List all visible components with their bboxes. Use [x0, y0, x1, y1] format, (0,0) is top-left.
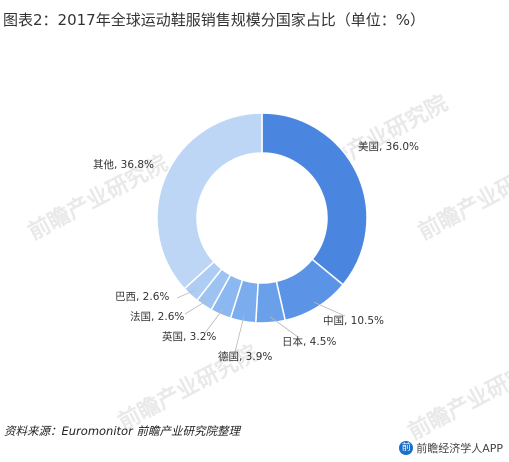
- leader-line-日本: [269, 316, 299, 338]
- leader-line-英国: [204, 308, 224, 334]
- brand-footer: 前 前瞻经济学人APP: [399, 440, 503, 456]
- data-label-日本: 日本, 4.5%: [282, 335, 336, 348]
- leader-line-巴西: [176, 290, 195, 299]
- leader-line-德国: [234, 315, 245, 353]
- data-label-法国: 法国, 2.6%: [130, 310, 184, 323]
- source-note: 资料来源：Euromonitor 前瞻产业研究院整理: [4, 424, 240, 438]
- data-label-巴西: 巴西, 2.6%: [115, 291, 169, 303]
- brand-logo-icon: 前: [399, 441, 414, 455]
- leader-line-中国: [313, 301, 346, 317]
- slice-美国: [261, 112, 368, 286]
- slices-group: [156, 112, 368, 324]
- data-label-其他: 其他, 36.8%: [93, 158, 154, 171]
- data-label-中国: 中国, 10.5%: [323, 314, 384, 327]
- data-label-德国: 德国, 3.9%: [218, 350, 272, 363]
- slice-其他: [156, 112, 263, 290]
- data-label-英国: 英国, 3.2%: [162, 330, 216, 343]
- data-label-美国: 美国, 36.0%: [358, 140, 419, 153]
- leader-lines-group: [176, 290, 346, 353]
- chart-title: 图表2：2017年全球运动鞋服销售规模分国家占比（单位：%）: [3, 11, 425, 29]
- data-labels-group: 美国, 36.0% 中国, 10.5% 日本, 4.5% 德国, 3.9%英国, 3.…: [93, 140, 419, 363]
- leader-line-法国: [184, 300, 208, 315]
- brand-label: 前瞻经济学人APP: [416, 442, 503, 455]
